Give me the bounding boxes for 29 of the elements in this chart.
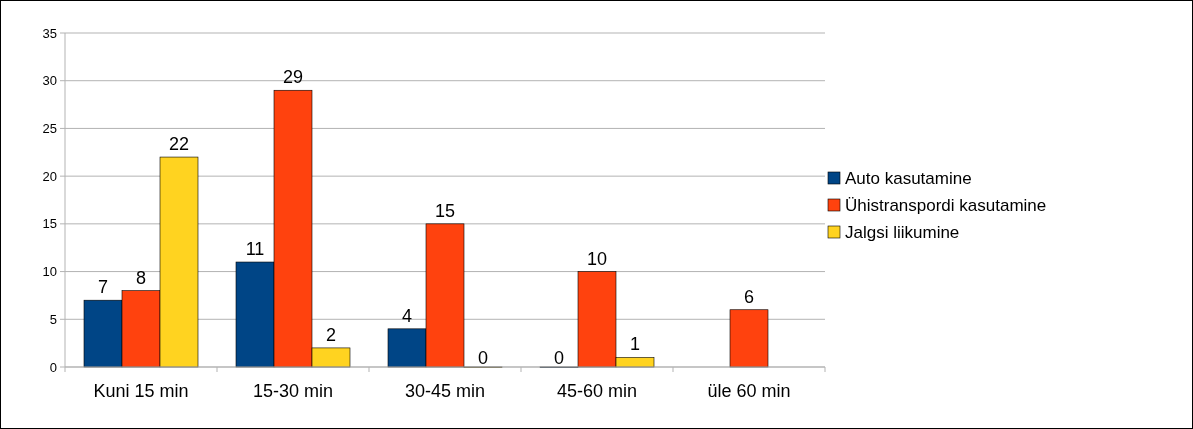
y-tick-label: 10 — [42, 264, 57, 280]
legend-label: Jalgsi liikumine — [845, 222, 960, 242]
y-tick-label: 15 — [42, 216, 57, 232]
data-label: 15 — [434, 200, 456, 221]
y-tick-label: 30 — [42, 73, 57, 89]
data-label: 10 — [586, 248, 608, 269]
data-label: 0 — [553, 348, 565, 368]
y-tick-label: 20 — [42, 168, 57, 184]
y-tick-label: 5 — [49, 311, 57, 327]
x-tick-label: Kuni 15 min — [93, 381, 189, 401]
data-label: 22 — [168, 134, 190, 155]
data-label: 6 — [743, 286, 755, 307]
data-label: 7 — [97, 277, 109, 298]
data-label: 8 — [135, 267, 147, 288]
y-tick-label: 0 — [49, 359, 57, 375]
data-label: 2 — [325, 324, 337, 345]
data-label: 4 — [401, 305, 413, 326]
legend-label: Ühistranspordi kasutamine — [845, 195, 1047, 215]
y-tick-label: 25 — [42, 120, 57, 136]
x-tick-label: 15-30 min — [252, 381, 334, 401]
x-tick-label: 45-60 min — [556, 381, 638, 401]
x-tick-label: üle 60 min — [707, 381, 791, 401]
data-label: 11 — [245, 239, 265, 260]
data-label: 0 — [477, 348, 489, 368]
x-tick-label: 30-45 min — [404, 381, 486, 401]
y-tick-label: 35 — [42, 25, 57, 41]
data-label: 29 — [282, 67, 304, 88]
legend-label: Auto kasutamine — [845, 168, 972, 188]
data-label: 1 — [629, 334, 641, 355]
